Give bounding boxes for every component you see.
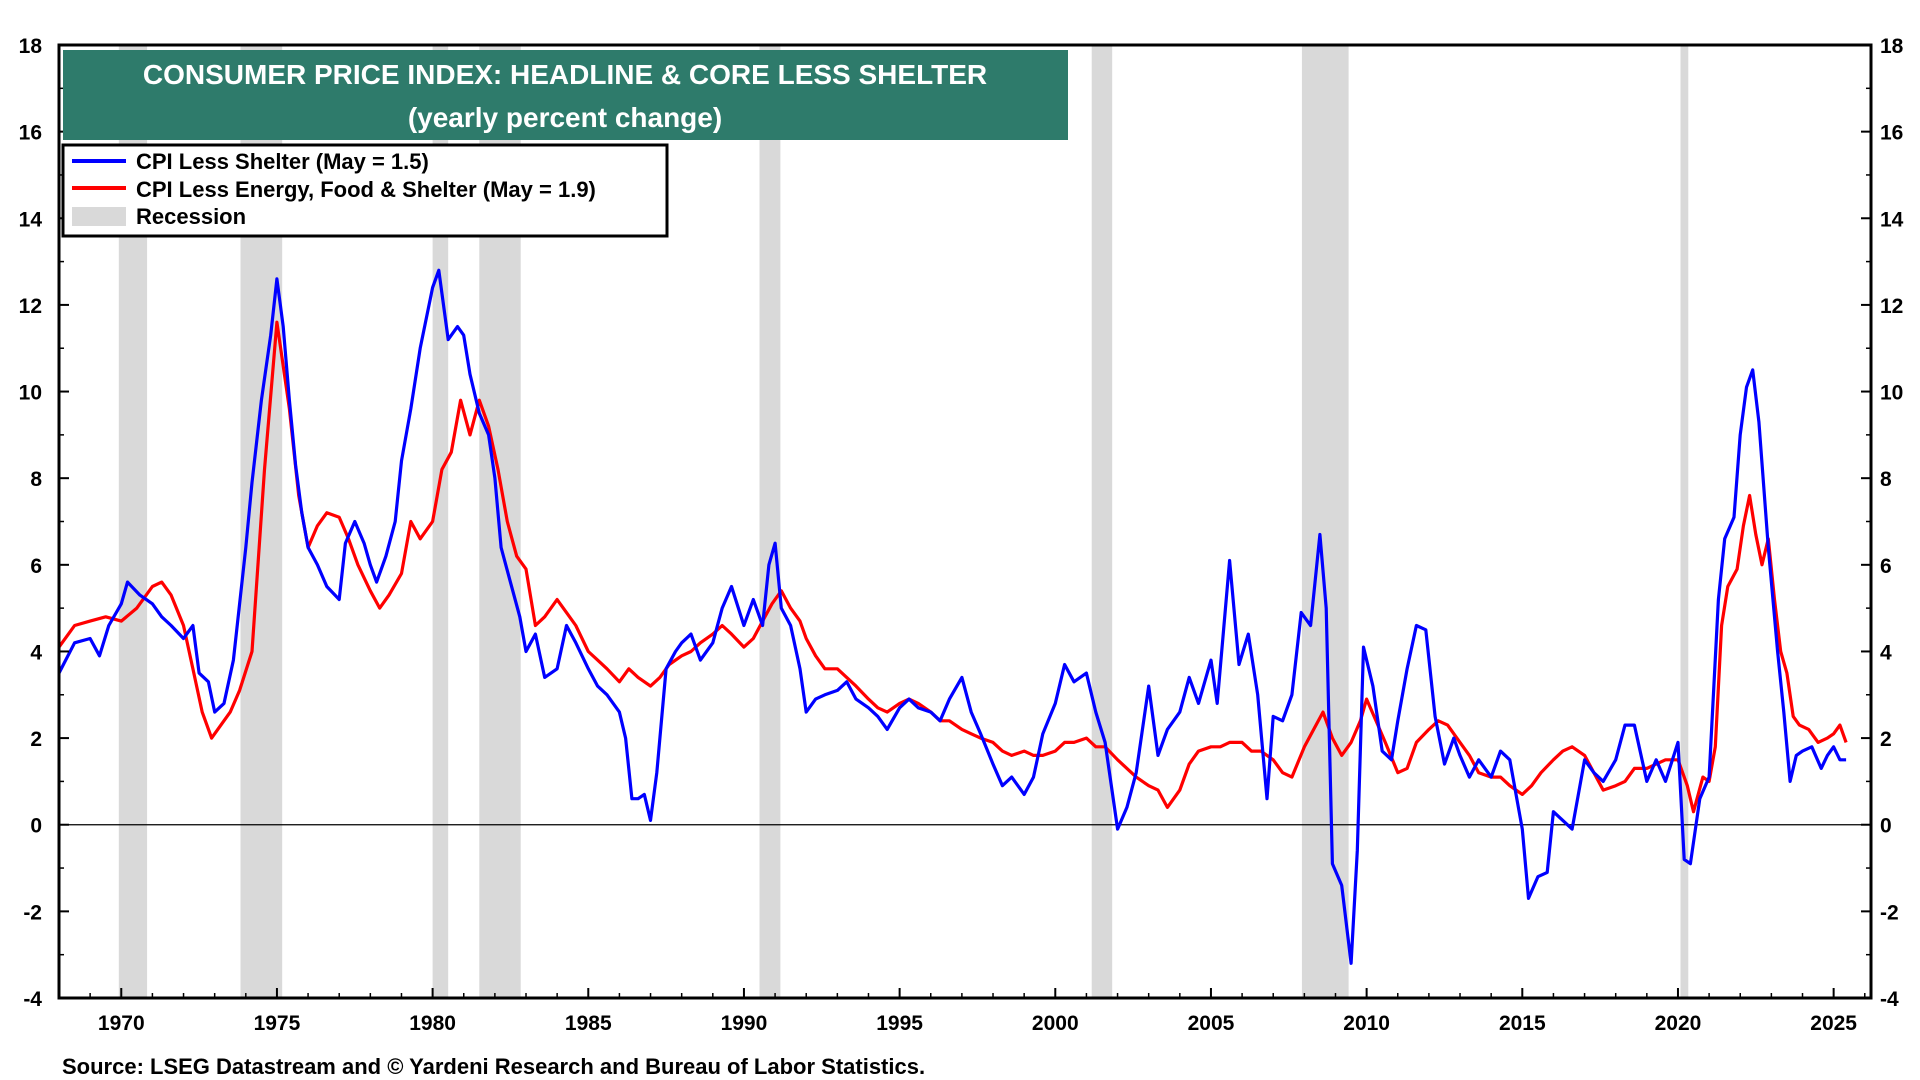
series-line-cpi-less-shelter — [57, 268, 1847, 965]
y-tick-label-left: 0 — [30, 815, 42, 838]
recession-band-7 — [1680, 45, 1689, 998]
y-tick-label-right: 4 — [1880, 641, 1892, 664]
y-tick-label-right: 10 — [1880, 382, 1903, 405]
axes: -4 -4 -2 -2 0 0 2 2 4 4 6 6 8 8 10 10 12 12 14 14 16 16 18 18 19… — [19, 35, 1904, 1035]
y-tick-label-right: 6 — [1880, 555, 1892, 578]
chart-title: CONSUMER PRICE INDEX: HEADLINE & CORE LE… — [143, 59, 987, 90]
y-tick-label-left: 16 — [19, 122, 42, 145]
recession-band-6 — [1301, 45, 1349, 998]
y-tick-label-right: -4 — [1880, 988, 1899, 1011]
legend-label-recession: Recession — [136, 204, 246, 229]
x-tick-label-2005: 2005 — [1188, 1012, 1235, 1035]
y-tick-label-right: 0 — [1880, 815, 1892, 838]
y-tick-label-left: -4 — [23, 988, 42, 1011]
x-tick-label-1985: 1985 — [565, 1012, 612, 1035]
recession-band-4 — [759, 45, 781, 998]
series-lines — [57, 268, 1848, 965]
chart-subtitle: (yearly percent change) — [408, 102, 722, 133]
x-tick-label-2020: 2020 — [1655, 1012, 1702, 1035]
legend-swatch-recession — [72, 207, 126, 226]
y-tick-label-left: -2 — [23, 901, 42, 924]
y-tick-label-left: 12 — [19, 295, 42, 318]
y-tick-label-left: 14 — [19, 208, 43, 231]
y-tick-label-right: 14 — [1880, 208, 1904, 231]
x-tick-label-2015: 2015 — [1499, 1012, 1546, 1035]
legend-label-cpi-core-less-shelter: CPI Less Energy, Food & Shelter (May = 1… — [136, 177, 596, 202]
y-tick-label-right: 18 — [1880, 35, 1904, 58]
recession-band-5 — [1091, 45, 1113, 998]
y-tick-label-left: 2 — [30, 728, 42, 751]
source-note: Source: LSEG Datastream and © Yardeni Re… — [62, 1054, 925, 1079]
y-tick-label-left: 8 — [30, 468, 42, 491]
title-box: CONSUMER PRICE INDEX: HEADLINE & CORE LE… — [63, 50, 1068, 140]
x-tick-label-2010: 2010 — [1343, 1012, 1390, 1035]
y-tick-label-right: 8 — [1880, 468, 1892, 491]
y-tick-label-left: 18 — [19, 35, 43, 58]
legend: CPI Less Shelter (May = 1.5) CPI Less En… — [61, 143, 669, 238]
x-tick-label-1975: 1975 — [254, 1012, 301, 1035]
x-tick-label-1970: 1970 — [98, 1012, 145, 1035]
x-tick-label-1995: 1995 — [876, 1012, 923, 1035]
y-tick-label-left: 6 — [30, 555, 42, 578]
series-line-cpi-less-energy-food-shelter — [57, 320, 1848, 814]
legend-label-cpi-less-shelter: CPI Less Shelter (May = 1.5) — [136, 149, 429, 174]
x-tick-label-1980: 1980 — [409, 1012, 456, 1035]
y-tick-label-right: 16 — [1880, 122, 1903, 145]
y-tick-label-left: 4 — [30, 641, 42, 664]
x-tick-label-2025: 2025 — [1810, 1012, 1857, 1035]
y-tick-label-right: -2 — [1880, 901, 1899, 924]
y-tick-label-left: 10 — [19, 382, 42, 405]
y-tick-label-right: 12 — [1880, 295, 1903, 318]
recession-band-2 — [432, 45, 449, 998]
x-tick-label-2000: 2000 — [1032, 1012, 1079, 1035]
x-tick-label-1990: 1990 — [721, 1012, 768, 1035]
y-tick-label-right: 2 — [1880, 728, 1892, 751]
